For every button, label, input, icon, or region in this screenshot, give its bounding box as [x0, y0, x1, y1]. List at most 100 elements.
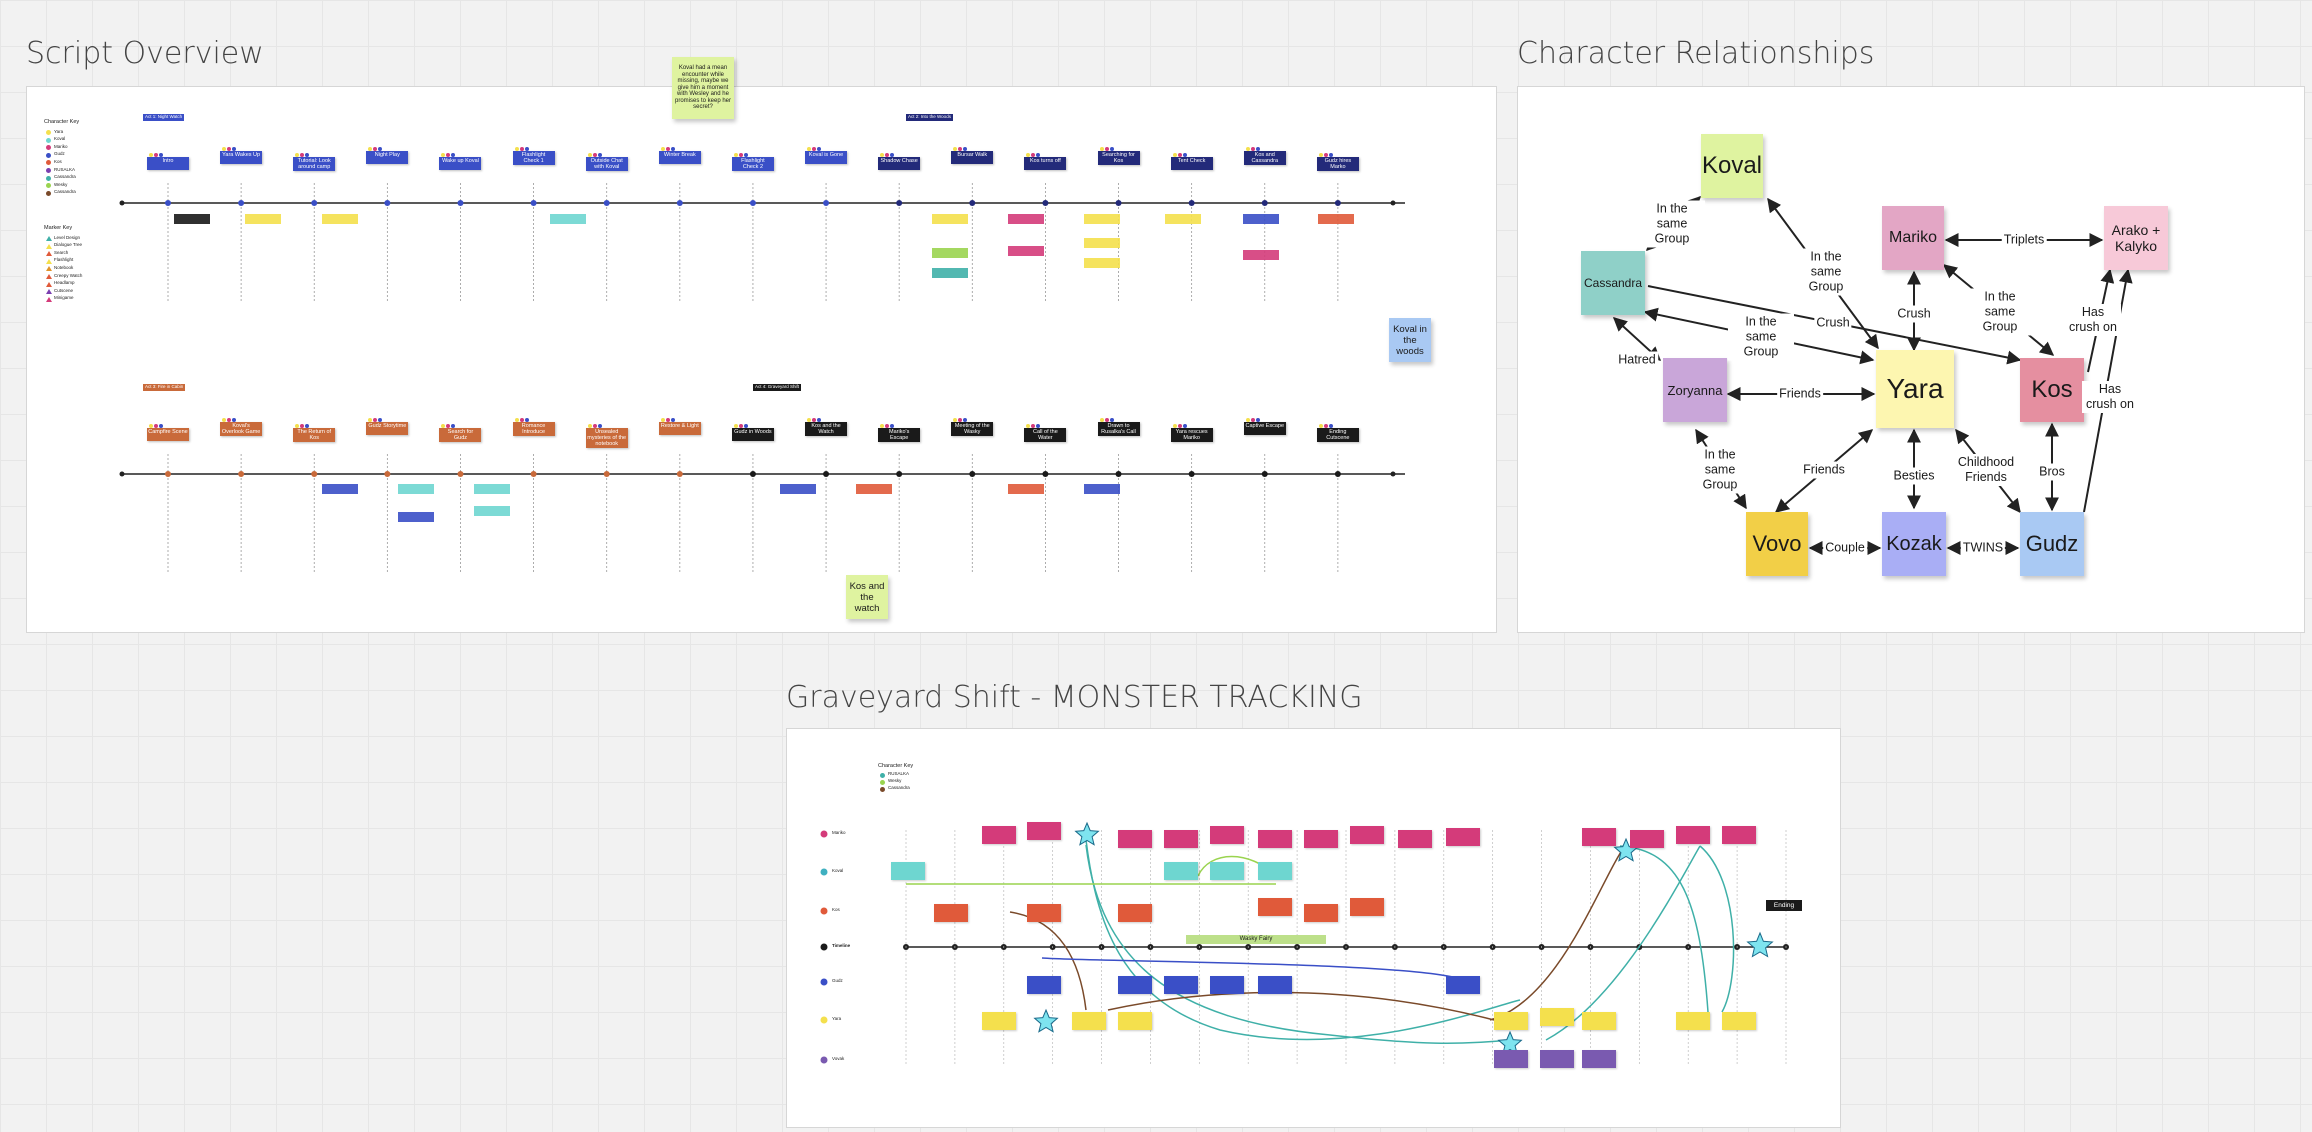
node-zoryanna[interactable]: Zoryanna — [1663, 358, 1727, 422]
row2-event-card[interactable]: Ending Cutscene — [1316, 428, 1359, 443]
row2-event-card[interactable]: Mariko's Escape — [878, 428, 921, 443]
script-subnote[interactable] — [1243, 250, 1279, 260]
script-subnote[interactable] — [1008, 246, 1044, 256]
row1-event-card[interactable]: Koval is Gone — [805, 151, 848, 164]
row1-event-card[interactable]: Kos and Cassandra — [1243, 151, 1286, 166]
graveyard-event-card[interactable] — [1540, 1008, 1574, 1026]
node-arako[interactable]: Arako + Kalyko — [2104, 206, 2168, 270]
script-subnote[interactable] — [174, 214, 210, 224]
row2-event-card[interactable]: Unsealed mysteries of the notebook — [585, 428, 628, 449]
graveyard-event-card[interactable] — [1676, 826, 1710, 844]
graveyard-event-card[interactable] — [1582, 1012, 1616, 1030]
node-cassandra[interactable]: Cassandra — [1581, 251, 1645, 315]
graveyard-event-card[interactable] — [1304, 830, 1338, 848]
row2-event-card[interactable]: Romance Introduce — [512, 422, 555, 437]
row2-event-card[interactable]: Drawn to Rusalka's Call — [1097, 422, 1140, 437]
graveyard-event-card[interactable] — [1118, 830, 1152, 848]
row1-event-card[interactable]: Shadow Chase — [878, 157, 921, 170]
graveyard-event-card[interactable] — [1494, 1050, 1528, 1068]
row1-event-card[interactable]: Kos turns off — [1024, 157, 1067, 170]
script-subnote[interactable] — [245, 214, 281, 224]
script-overview-frame[interactable] — [26, 86, 1497, 633]
row2-event-card[interactable]: Campfire Scene — [147, 428, 189, 441]
graveyard-event-card[interactable] — [1164, 830, 1198, 848]
graveyard-event-card[interactable] — [1350, 826, 1384, 844]
graveyard-event-card[interactable] — [1258, 898, 1292, 916]
graveyard-event-card[interactable] — [1630, 830, 1664, 848]
koval-in-woods-note[interactable]: Koval in the woods — [1389, 318, 1431, 362]
row1-event-card[interactable]: Night Play — [366, 151, 409, 164]
node-vovo[interactable]: Vovo — [1746, 512, 1808, 576]
ending-card[interactable]: Ending — [1766, 900, 1802, 911]
row2-event-card[interactable]: The Return of Kos — [293, 428, 336, 443]
graveyard-event-card[interactable] — [1676, 1012, 1710, 1030]
graveyard-event-card[interactable] — [934, 904, 968, 922]
row2-event-card[interactable]: Captive Escape — [1243, 422, 1286, 435]
script-subnote[interactable] — [932, 214, 968, 224]
graveyard-event-card[interactable] — [1027, 904, 1061, 922]
row1-event-card[interactable]: Winter Break — [658, 151, 701, 164]
script-subnote[interactable] — [1084, 214, 1120, 224]
graveyard-event-card[interactable] — [1118, 904, 1152, 922]
graveyard-event-card[interactable] — [1258, 830, 1292, 848]
graveyard-event-card[interactable] — [1258, 862, 1292, 880]
row1-event-card[interactable]: Gudz hires Marko — [1316, 157, 1359, 172]
graveyard-frame[interactable] — [786, 728, 1841, 1128]
row2-event-card[interactable]: Search for Gudz — [439, 428, 482, 443]
graveyard-event-card[interactable] — [1027, 822, 1061, 840]
graveyard-event-card[interactable] — [1722, 1012, 1756, 1030]
graveyard-event-card[interactable] — [1118, 976, 1152, 994]
node-koval[interactable]: Koval — [1701, 134, 1763, 198]
row1-event-card[interactable]: Flashlight Check 2 — [731, 157, 774, 172]
node-kozak[interactable]: Kozak — [1882, 512, 1946, 576]
graveyard-event-card[interactable] — [1494, 1012, 1528, 1030]
graveyard-event-card[interactable] — [1164, 976, 1198, 994]
node-kos[interactable]: Kos — [2020, 358, 2084, 422]
node-mariko[interactable]: Mariko — [1882, 206, 1944, 270]
graveyard-event-card[interactable] — [982, 1012, 1016, 1030]
script-subnote[interactable] — [1084, 484, 1120, 494]
node-yara[interactable]: Yara — [1876, 350, 1954, 428]
graveyard-event-card[interactable] — [1210, 862, 1244, 880]
row1-event-card[interactable]: Yara Wakes Up — [220, 151, 263, 164]
graveyard-event-card[interactable] — [1258, 976, 1292, 994]
kos-and-watch-note[interactable]: Kos and the watch — [846, 575, 888, 619]
row1-event-card[interactable]: Searching for Kos — [1097, 151, 1140, 166]
row1-event-card[interactable]: Intro — [147, 157, 189, 170]
script-subnote[interactable] — [1008, 484, 1044, 494]
row2-event-card[interactable]: Yara rescues Mariko — [1170, 428, 1213, 443]
graveyard-event-card[interactable] — [1398, 830, 1432, 848]
graveyard-event-card[interactable] — [1072, 1012, 1106, 1030]
script-subnote[interactable] — [398, 484, 434, 494]
row1-event-card[interactable]: Wake up Koval — [439, 157, 482, 170]
graveyard-event-card[interactable] — [1540, 1050, 1574, 1068]
graveyard-event-card[interactable] — [1210, 976, 1244, 994]
graveyard-event-card[interactable] — [1304, 904, 1338, 922]
script-subnote[interactable] — [322, 484, 358, 494]
row2-event-card[interactable]: Meeting of the Wasky — [951, 422, 994, 437]
row2-event-card[interactable]: Gudz Storytime — [366, 422, 409, 435]
script-subnote[interactable] — [474, 484, 510, 494]
script-subnote[interactable] — [856, 484, 892, 494]
graveyard-event-card[interactable] — [1210, 826, 1244, 844]
graveyard-event-card[interactable] — [982, 826, 1016, 844]
graveyard-event-card[interactable] — [1118, 1012, 1152, 1030]
graveyard-event-card[interactable] — [1446, 828, 1480, 846]
script-subnote[interactable] — [1243, 214, 1279, 224]
graveyard-event-card[interactable] — [1027, 976, 1061, 994]
script-subnote[interactable] — [1008, 214, 1044, 224]
row2-event-card[interactable]: Koval's Overlook Game — [220, 422, 263, 437]
graveyard-event-card[interactable] — [1582, 828, 1616, 846]
script-subnote[interactable] — [550, 214, 586, 224]
script-subnote[interactable] — [932, 268, 968, 278]
script-subnote[interactable] — [1084, 238, 1120, 248]
row2-event-card[interactable]: Restore & Light — [658, 422, 701, 435]
row1-event-card[interactable]: Flashlight Check 1 — [512, 151, 555, 166]
graveyard-event-card[interactable] — [1350, 898, 1384, 916]
script-floating-note[interactable]: Koval had a mean encounter while missing… — [672, 57, 734, 119]
graveyard-event-card[interactable] — [1582, 1050, 1616, 1068]
graveyard-event-card[interactable] — [1722, 826, 1756, 844]
script-subnote[interactable] — [398, 512, 434, 522]
row2-event-card[interactable]: Gudz in Woods — [731, 428, 774, 441]
script-subnote[interactable] — [1165, 214, 1201, 224]
